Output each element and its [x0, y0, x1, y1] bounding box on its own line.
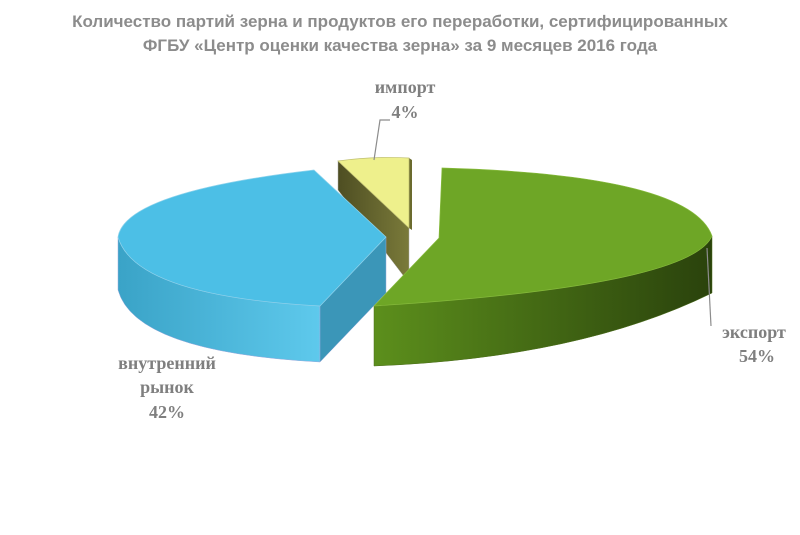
label-domestic-name-2: рынок: [140, 377, 194, 397]
chart-title: Количество партий зерна и продуктов его …: [0, 10, 800, 58]
chart-title-line-1: Количество партий зерна и продуктов его …: [72, 12, 728, 31]
label-domestic-name-1: внутренний: [118, 353, 216, 373]
label-export-value: 54%: [739, 346, 775, 366]
label-import-value: 4%: [392, 102, 419, 122]
pie-slice-domestic-top: [117, 169, 387, 307]
pie-slice-export-top: [373, 167, 713, 307]
export-leader-line: [706, 247, 712, 327]
pie-slice-export: [373, 167, 713, 367]
pie-slice-import-top: [337, 157, 410, 229]
pie-slice-domestic: [117, 169, 387, 363]
import-leader-line: [373, 119, 390, 161]
pie-slice-import-edge: [409, 158, 412, 230]
pie-slice-import: [337, 157, 412, 284]
label-domestic-value: 42%: [149, 402, 185, 422]
label-export-name: экспорт: [722, 322, 786, 342]
label-import-name: импорт: [375, 77, 436, 97]
chart-title-line-2: ФГБУ «Центр оценки качества зерна» за 9 …: [142, 36, 658, 55]
